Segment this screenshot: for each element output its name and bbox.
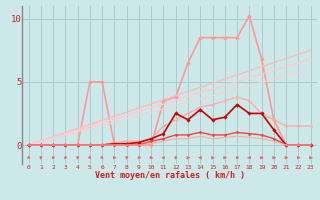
X-axis label: Vent moyen/en rafales ( km/h ): Vent moyen/en rafales ( km/h ) (95, 171, 244, 180)
